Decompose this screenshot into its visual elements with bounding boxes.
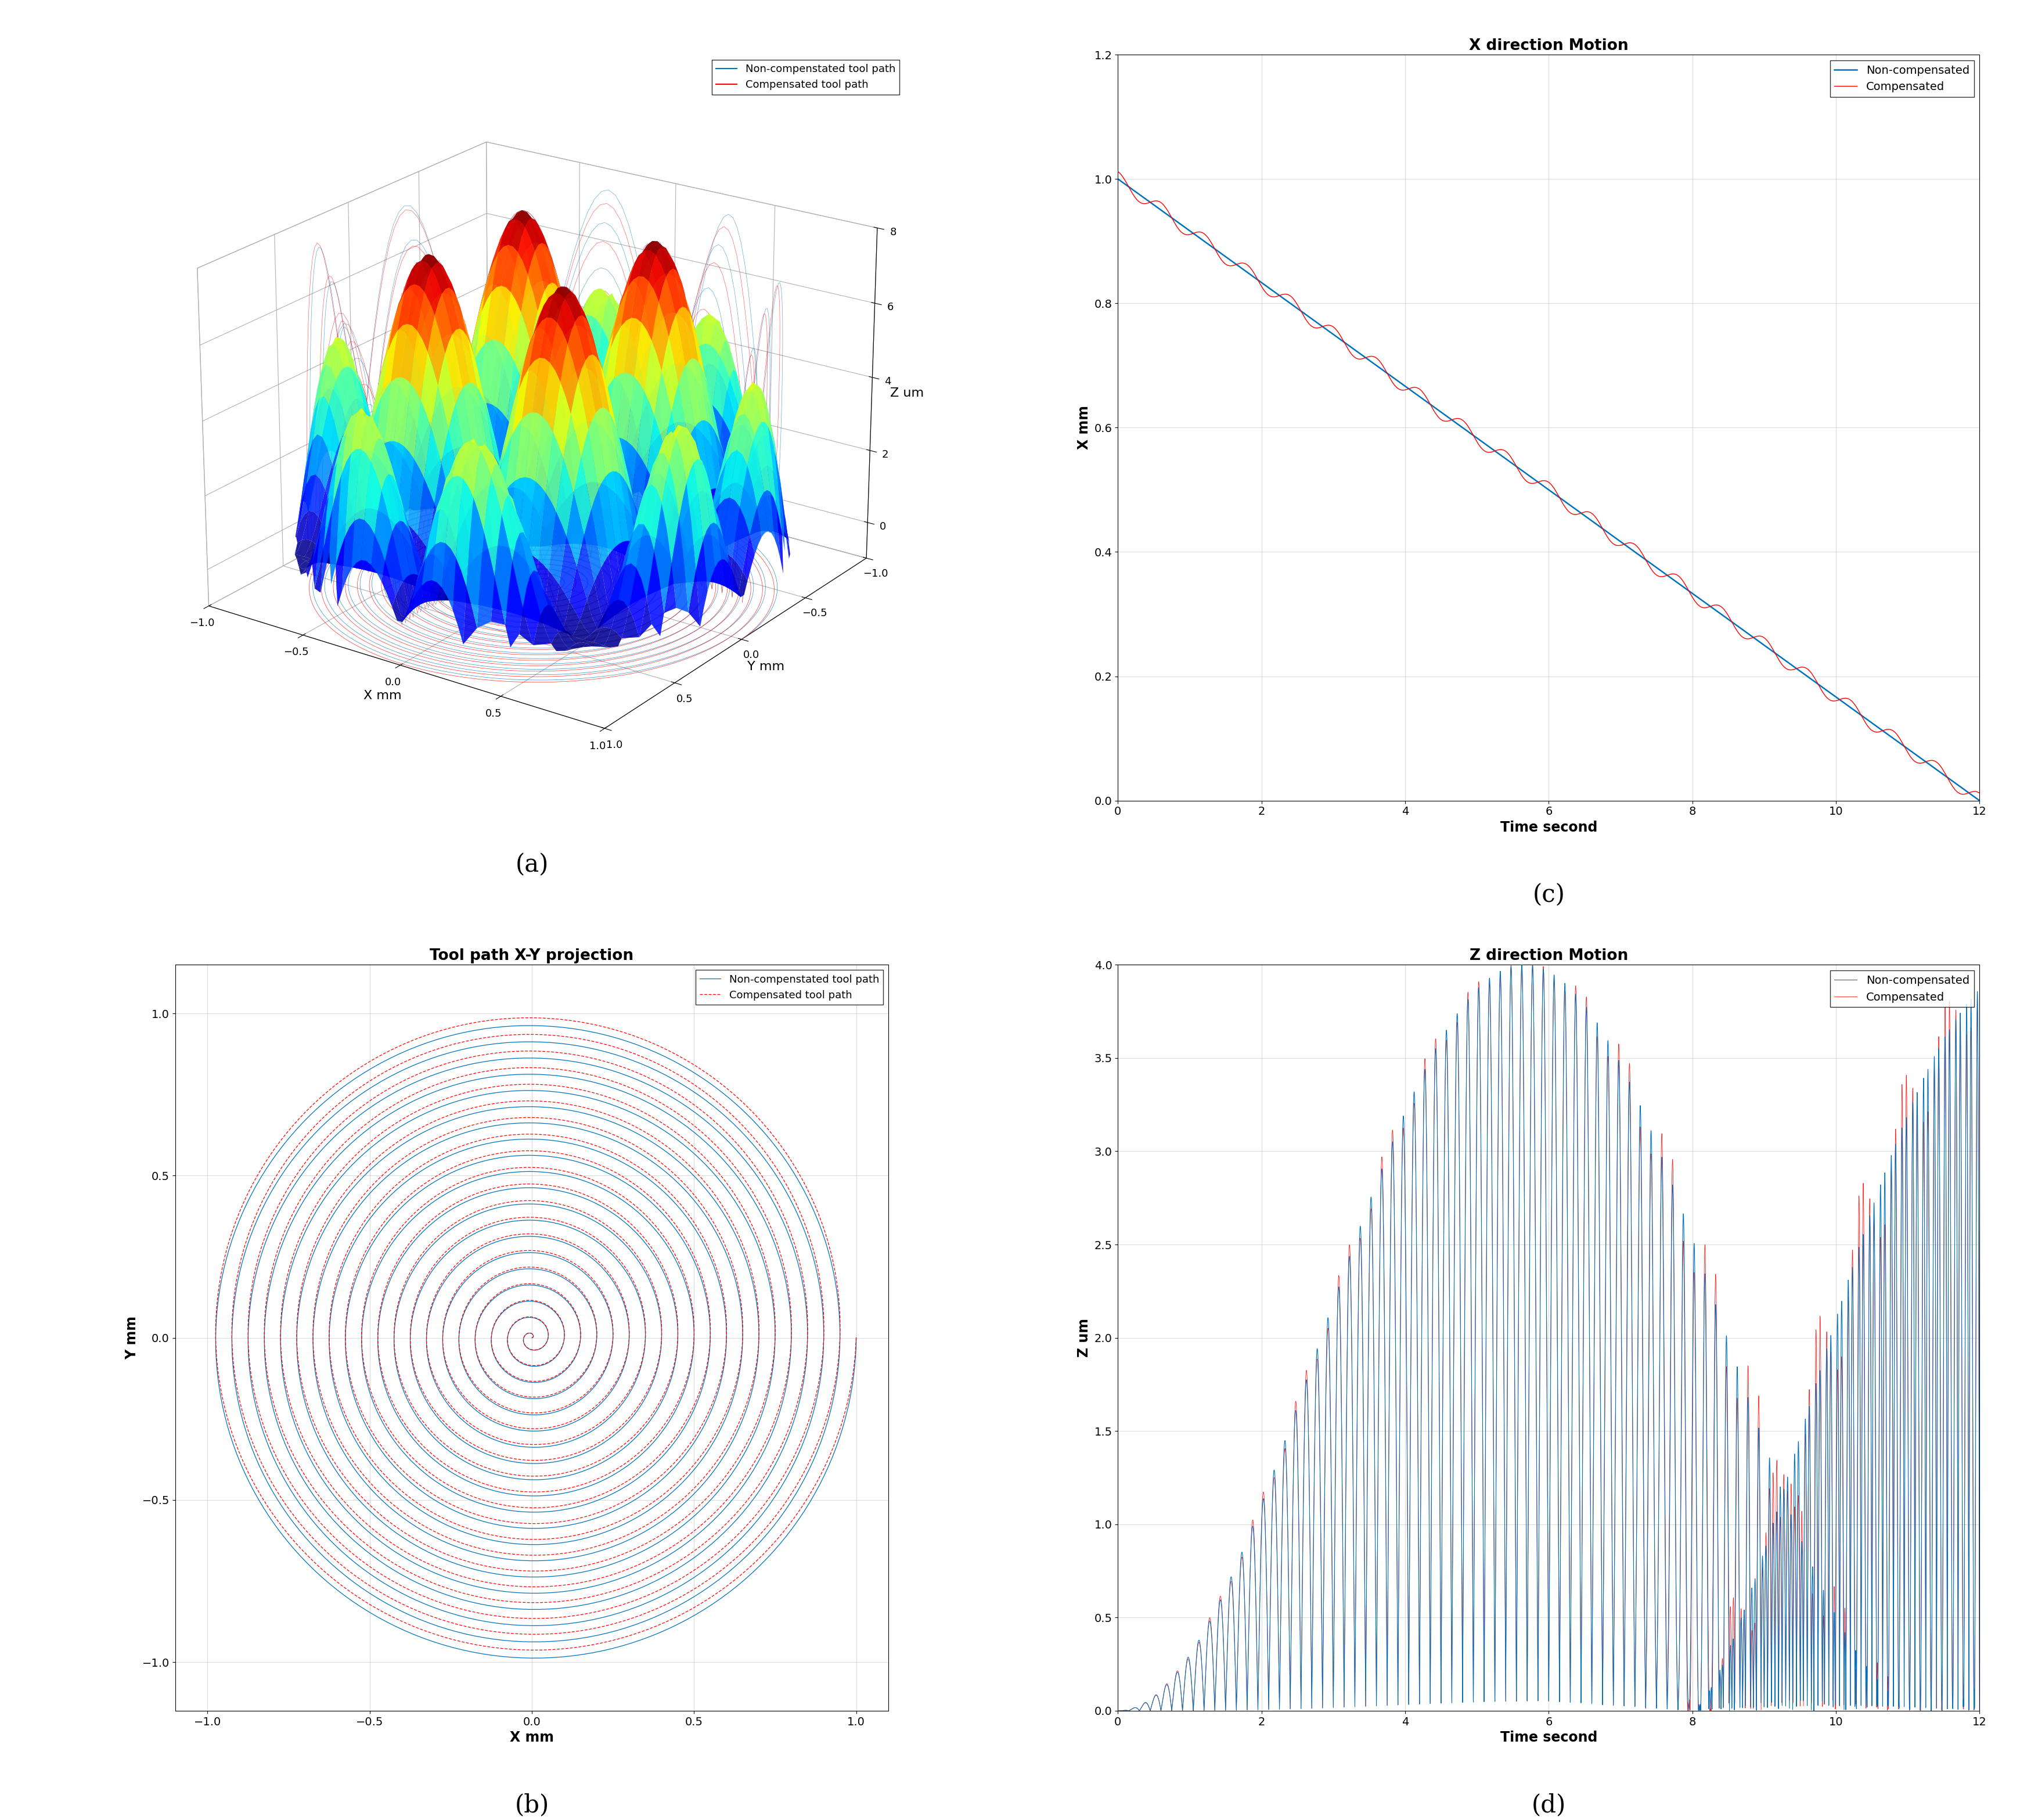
- Text: (d): (d): [1531, 1793, 1566, 1816]
- Non-compenstated tool path: [291, 1136, 315, 1158]
- Compensated: [1951, 783, 1976, 804]
- Text: (b): (b): [515, 1793, 549, 1816]
- Legend: Non-compenstated tool path, Compensated tool path: Non-compenstated tool path, Compensated …: [695, 970, 883, 1005]
- X-axis label: Time second: Time second: [1501, 821, 1598, 835]
- Compensated: [1149, 1698, 1174, 1720]
- Non-compensated: [1652, 1574, 1677, 1596]
- Compensated tool path: [519, 1327, 543, 1349]
- Non-compenstated tool path: [519, 1016, 543, 1037]
- Compensated: [1622, 533, 1646, 555]
- Non-compensated: [1814, 679, 1838, 701]
- Compensated: [1616, 1168, 1640, 1190]
- Non-compensated: [1105, 167, 1129, 189]
- Compensated tool path: [406, 1247, 430, 1269]
- Text: (c): (c): [1533, 883, 1566, 906]
- Compensated: [1745, 1596, 1770, 1618]
- Legend: Non-compensated, Compensated: Non-compensated, Compensated: [1830, 970, 1974, 1006]
- Y-axis label: Y mm: Y mm: [125, 1316, 139, 1360]
- Non-compenstated tool path: [408, 1249, 432, 1270]
- Non-compenstated tool path: [392, 1380, 416, 1401]
- Compensated tool path: [366, 1329, 390, 1350]
- Compensated: [1790, 1583, 1814, 1605]
- Non-compenstated tool path: [366, 1329, 390, 1350]
- Y-axis label: Y mm: Y mm: [747, 661, 784, 672]
- Non-compenstated tool path: [519, 1327, 543, 1349]
- Non-compensated: [1262, 280, 1287, 302]
- Compensated: [1749, 626, 1774, 648]
- Compensated: [1652, 1543, 1677, 1565]
- Title: Tool path X-Y projection: Tool path X-Y projection: [430, 948, 634, 963]
- X-axis label: Time second: Time second: [1501, 1731, 1598, 1745]
- Non-compensated: [1967, 790, 1992, 812]
- Non-compenstated tool path: [844, 1327, 869, 1349]
- Line: Non-compenstated tool path: Non-compenstated tool path: [216, 1026, 856, 1658]
- Non-compensated: [1418, 1627, 1442, 1649]
- Compensated: [1521, 954, 1545, 976]
- Non-compensated: [1509, 954, 1533, 976]
- Non-compensated: [1745, 1645, 1770, 1667]
- Non-compensated: [1622, 541, 1646, 562]
- Title: Z direction Motion: Z direction Motion: [1469, 948, 1628, 963]
- Legend: Non-compenstated tool path, Compensated tool path: Non-compenstated tool path, Compensated …: [711, 60, 899, 95]
- Compensated: [1434, 410, 1458, 431]
- Non-compensated: [1105, 1700, 1129, 1722]
- Line: Non-compensated: Non-compensated: [1117, 178, 1980, 801]
- Line: Compensated tool path: Compensated tool path: [216, 1017, 856, 1651]
- Non-compensated: [1149, 1698, 1174, 1720]
- Y-axis label: X mm: X mm: [1077, 406, 1091, 450]
- Non-compenstated tool path: [519, 1647, 543, 1669]
- Compensated tool path: [519, 1640, 543, 1662]
- Line: Compensated: Compensated: [1117, 171, 1980, 794]
- Compensated: [1967, 783, 1992, 804]
- Line: Non-compensated: Non-compensated: [1117, 965, 1980, 1711]
- Compensated: [1105, 160, 1129, 182]
- Compensated: [1262, 286, 1287, 308]
- Non-compensated: [1434, 406, 1458, 428]
- X-axis label: X mm: X mm: [364, 690, 402, 703]
- Non-compensated: [1666, 571, 1691, 593]
- Compensated: [1666, 564, 1691, 586]
- Compensated: [1967, 1700, 1992, 1722]
- Compensated: [1814, 686, 1838, 708]
- Compensated tool path: [287, 1134, 311, 1156]
- X-axis label: X mm: X mm: [509, 1731, 553, 1745]
- Non-compensated: [1790, 1613, 1814, 1634]
- Non-compenstated tool path: [289, 1369, 313, 1390]
- Legend: Non-compensated, Compensated: Non-compensated, Compensated: [1830, 60, 1974, 96]
- Compensated tool path: [289, 1369, 313, 1390]
- Y-axis label: Z um: Z um: [1077, 1318, 1091, 1358]
- Non-compenstated tool path: [277, 1127, 301, 1148]
- Title: X direction Motion: X direction Motion: [1469, 38, 1628, 53]
- Non-compensated: [1749, 632, 1774, 653]
- Non-compensated: [1967, 1700, 1992, 1722]
- Compensated tool path: [519, 1006, 543, 1028]
- Non-compensated: [1616, 1194, 1640, 1216]
- Compensated: [1105, 1700, 1129, 1722]
- Compensated: [1418, 1627, 1442, 1649]
- Compensated tool path: [275, 1123, 299, 1145]
- Line: Compensated: Compensated: [1117, 965, 1980, 1711]
- Text: (a): (a): [515, 854, 549, 877]
- Compensated tool path: [844, 1327, 869, 1349]
- Compensated tool path: [392, 1380, 416, 1401]
